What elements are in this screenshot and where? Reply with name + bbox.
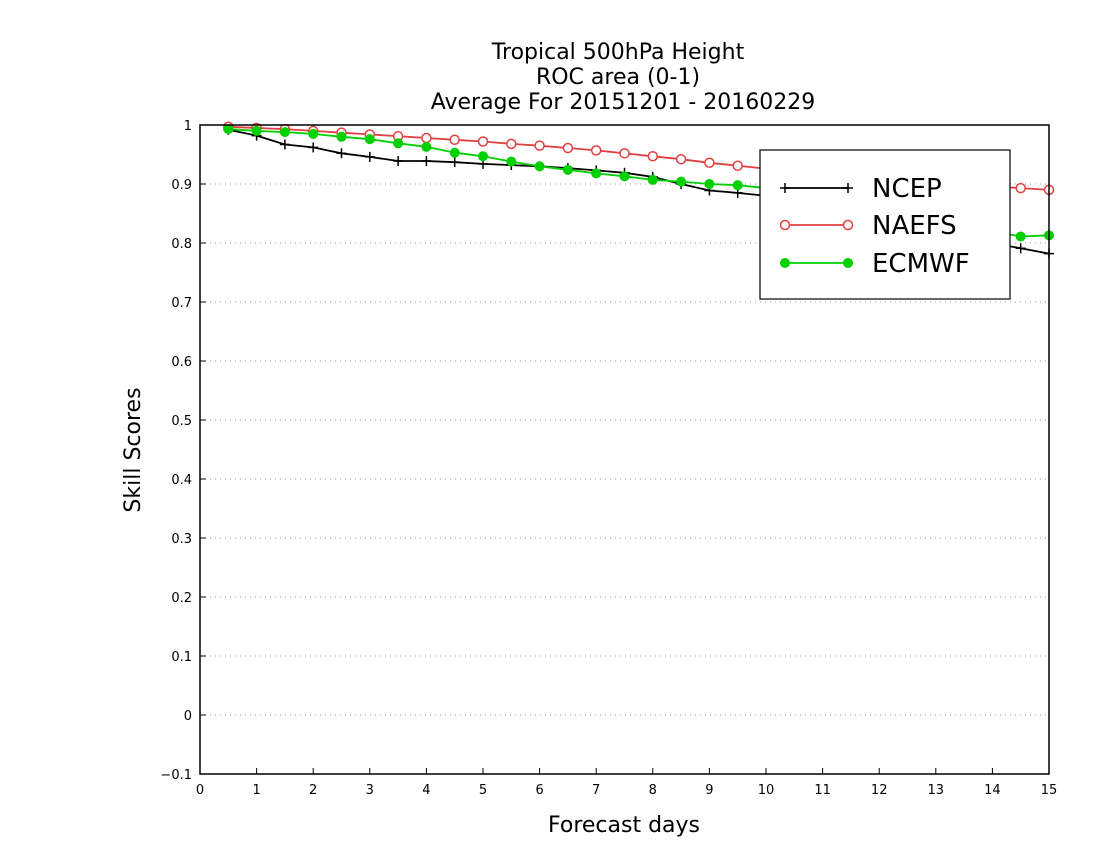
legend-marker-naefs	[842, 219, 854, 231]
data-point-ecmwf	[1015, 231, 1026, 242]
legend-entry-ncep: NCEP	[780, 174, 942, 204]
data-point-naefs	[732, 160, 743, 171]
data-point-naefs	[1015, 182, 1026, 194]
legend-marker-naefs	[779, 219, 791, 231]
x-axis-label: Forecast days	[548, 813, 700, 838]
x-tick-label: 2	[309, 783, 317, 798]
y-tick-label: 0.9	[171, 178, 192, 193]
data-point-ecmwf	[732, 180, 743, 191]
chart-title-line-3: Average For 20151201 - 20160229	[431, 90, 816, 115]
data-point-ncep	[364, 151, 375, 162]
chart-title-line-2: ROC area (0-1)	[536, 65, 700, 90]
x-tick-label: 8	[649, 783, 657, 798]
data-point-ecmwf	[704, 179, 715, 189]
y-tick-label: 0.4	[171, 473, 192, 488]
data-point-ncep	[421, 155, 432, 166]
data-point-ecmwf	[591, 168, 602, 179]
y-tick-label: 0.6	[171, 355, 192, 370]
data-point-naefs	[619, 148, 630, 159]
axis-ticks: −0.100.10.20.30.40.50.60.70.80.910 1 2 3 4 5 6…	[160, 119, 1057, 798]
data-point-ecmwf	[647, 174, 658, 185]
data-point-ecmwf	[534, 161, 545, 172]
legend-entries: NCEP NAEFS ECMWF	[779, 174, 970, 279]
y-tick-label: 0.2	[171, 591, 192, 606]
legend-label-ncep: NCEP	[872, 174, 942, 204]
data-point-ecmwf	[251, 125, 262, 136]
x-tick-label: 0	[196, 783, 204, 798]
legend-marker-ncep	[780, 183, 790, 193]
y-axis-label: Skill Scores	[121, 387, 146, 512]
y-tick-label: 0	[184, 709, 192, 724]
data-point-ncep	[1015, 243, 1026, 254]
legend-marker-ecmwf	[843, 258, 853, 268]
data-point-ecmwf	[364, 134, 375, 145]
y-tick-label: 0.8	[171, 237, 192, 252]
x-tick-label: 4	[422, 783, 430, 798]
data-point-naefs	[647, 151, 659, 162]
y-tick-label: −0.1	[160, 768, 192, 783]
x-tick-label: 13	[928, 783, 945, 798]
legend-entry-ecmwf: ECMWF	[780, 249, 970, 279]
data-point-naefs	[421, 132, 432, 144]
data-point-ecmwf	[506, 156, 517, 167]
data-point-ecmwf	[421, 141, 432, 152]
data-point-ncep	[336, 148, 347, 159]
data-point-ecmwf	[279, 127, 290, 138]
x-tick-label: 5	[479, 783, 487, 798]
y-tick-label: 0.7	[171, 296, 192, 311]
data-point-naefs	[449, 134, 460, 145]
data-point-ncep	[279, 139, 290, 150]
data-point-naefs	[590, 145, 602, 156]
x-tick-label: 6	[535, 783, 543, 798]
x-tick-label: 7	[592, 783, 600, 798]
legend: NCEP NAEFS ECMWF	[759, 149, 1011, 300]
x-tick-label: 11	[814, 783, 831, 798]
x-tick-label: 3	[366, 783, 374, 798]
x-tick-label: 1	[252, 783, 260, 798]
y-tick-label: 1	[184, 119, 192, 134]
data-point-naefs	[477, 136, 489, 147]
y-tick-label: 0.3	[171, 532, 192, 547]
data-point-ncep	[449, 157, 460, 168]
data-point-ecmwf	[336, 131, 347, 142]
data-point-ncep	[308, 142, 319, 153]
legend-marker-ncep	[843, 183, 853, 193]
data-point-naefs	[675, 153, 687, 165]
data-point-ecmwf	[393, 138, 404, 149]
x-tick-label: 15	[1041, 783, 1058, 798]
chart-title-line-1: Tropical 500hPa Height	[491, 40, 745, 65]
data-point-ecmwf	[308, 128, 319, 139]
x-tick-label: 10	[758, 783, 775, 798]
x-tick-label: 9	[705, 783, 713, 798]
data-point-naefs	[534, 140, 545, 151]
legend-entry-naefs: NAEFS	[779, 211, 957, 241]
plot-frame	[199, 124, 1050, 775]
data-point-ecmwf	[223, 124, 234, 135]
y-tick-label: 0.5	[171, 414, 192, 429]
legend-label-ecmwf: ECMWF	[872, 249, 970, 279]
legend-label-naefs: NAEFS	[872, 211, 957, 241]
data-point-naefs	[506, 138, 517, 150]
data-point-ecmwf	[676, 176, 687, 187]
data-point-ecmwf	[562, 164, 573, 175]
legend-marker-ecmwf	[780, 258, 790, 268]
data-point-naefs	[562, 142, 574, 154]
x-tick-label: 14	[984, 783, 1001, 798]
data-point-ncep	[393, 155, 404, 166]
data-point-ecmwf	[619, 171, 630, 182]
x-tick-label: 12	[871, 783, 888, 798]
data-point-ecmwf	[478, 151, 488, 162]
data-point-naefs	[704, 157, 715, 169]
y-tick-label: 0.1	[171, 650, 192, 665]
data-point-ecmwf	[449, 147, 460, 158]
